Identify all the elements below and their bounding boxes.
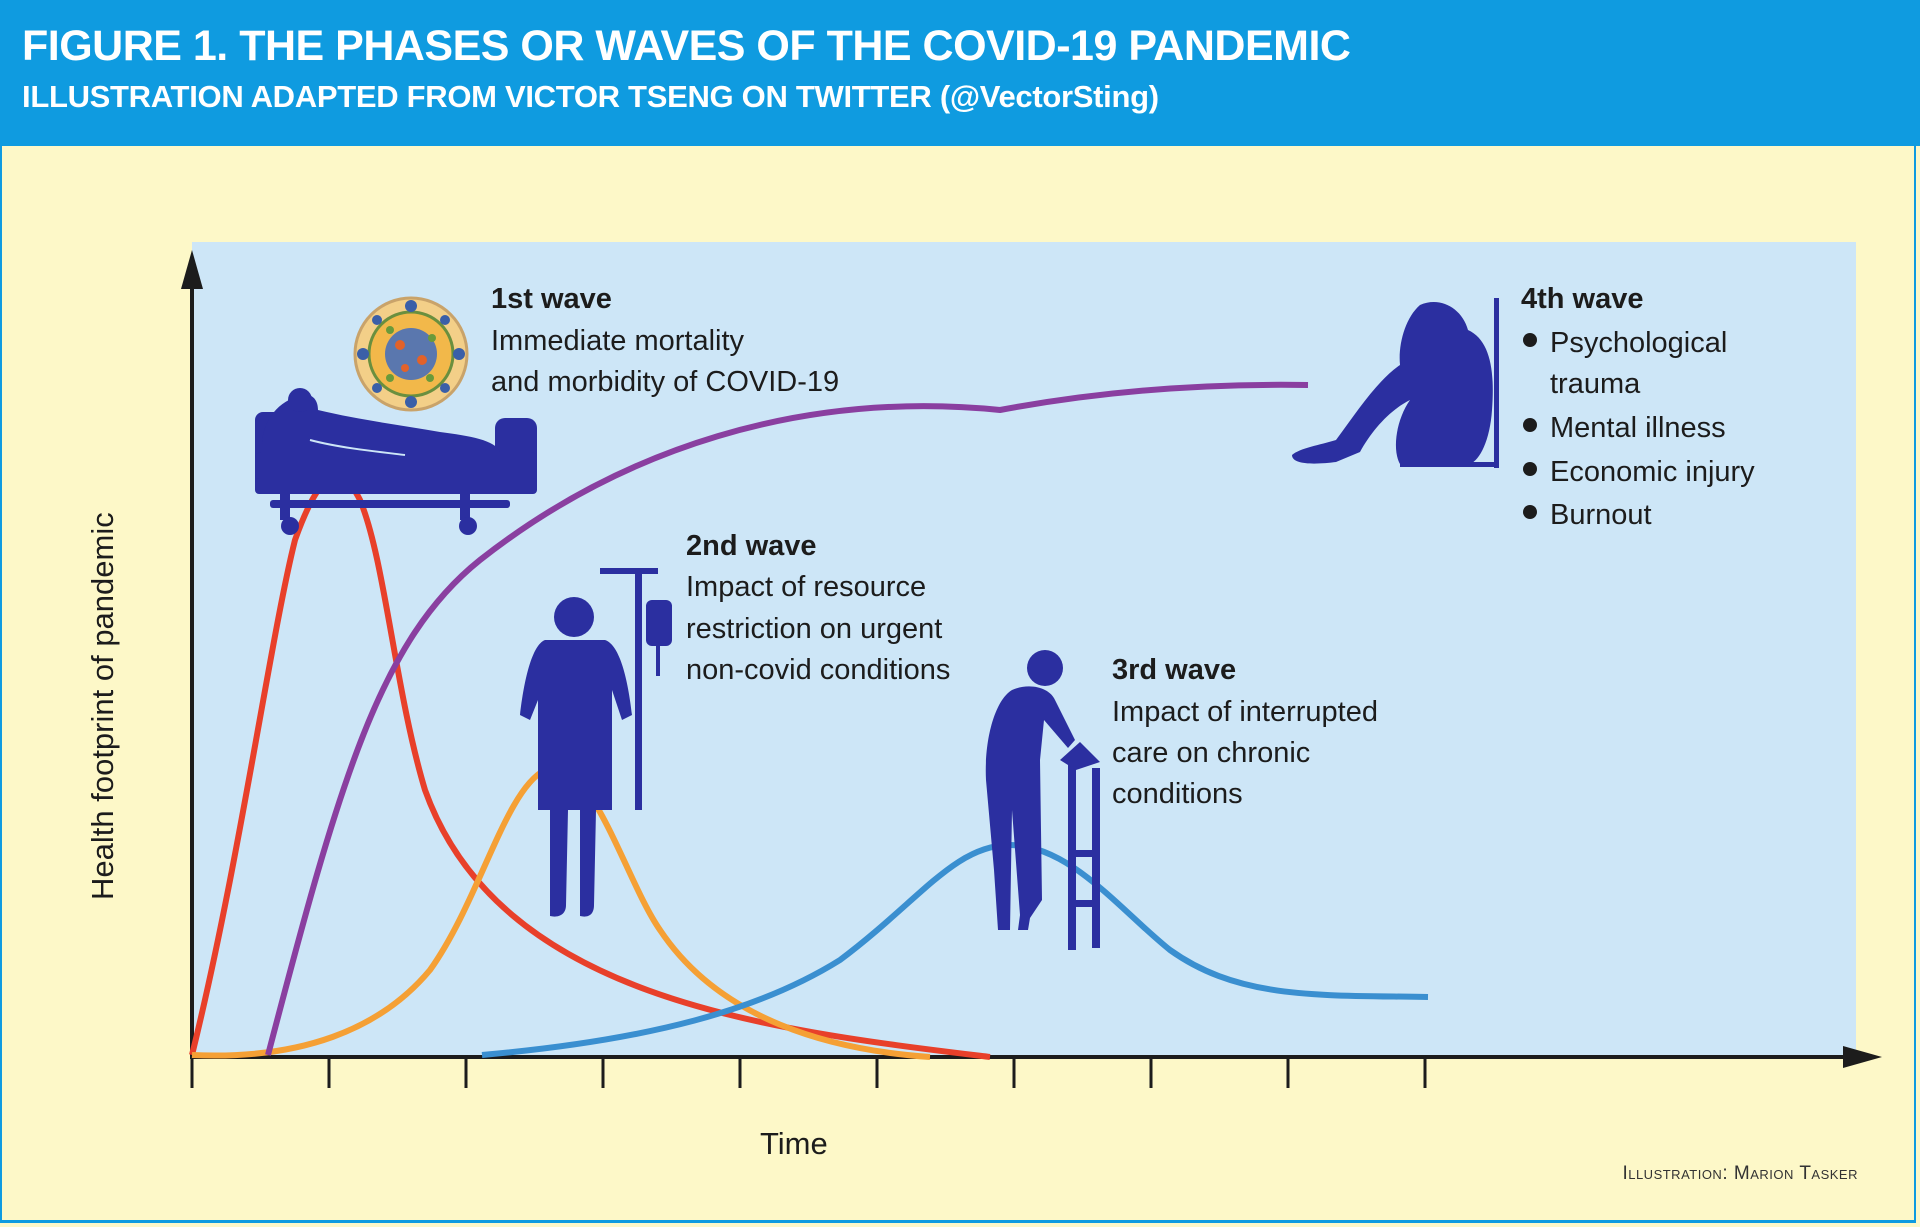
wave-3-line-1: Impact of interrupted [1112,696,1378,728]
wave-2-line-3: non-covid conditions [686,654,950,686]
figure-subtitle: ILLUSTRATION ADAPTED FROM VICTOR TSENG O… [22,79,1159,114]
wave-3-line-3: conditions [1112,778,1243,810]
figure-title: FIGURE 1. THE PHASES OR WAVES OF THE COV… [22,22,1351,70]
bullet-dot [1523,418,1537,432]
figure-frame [0,146,1916,1223]
wave-3-title: 3rd wave [1112,654,1236,686]
wave-3-line-2: care on chronic [1112,737,1310,769]
illustration-credit: Illustration: Marion Tasker [1622,1163,1858,1184]
wave-4-title: 4th wave [1521,283,1644,315]
iv-drip-patient-icon [520,568,672,917]
figure-header: FIGURE 1. THE PHASES OR WAVES OF THE COV… [0,0,1920,146]
wave-4-bullet-1: Psychological [1550,327,1727,359]
walker-elderly-icon [985,650,1100,950]
x-axis-ticks [190,1057,1427,1088]
wave-2-title: 2nd wave [686,530,817,562]
bullet-dot [1523,505,1537,519]
wave-3-annotation: 3rd wave Impact of interrupted care on c… [1112,654,1378,810]
wave-1-line-1: Immediate mortality [491,325,745,357]
x-axis-arrow [1843,1046,1882,1068]
x-axis-label: Time [760,1126,828,1161]
wave-4-bullet-1-cont: trauma [1550,368,1641,400]
axes [181,250,1882,1088]
hospital-bed-patient-icon [255,388,537,535]
wave-1-line-2: and morbidity of COVID-19 [491,366,839,398]
wave-1-curve [189,473,991,1060]
wave-4-annotation: 4th wave Psychological trauma Mental ill… [1521,283,1755,531]
wave-2-line-1: Impact of resource [686,571,926,603]
distressed-person-icon [1292,298,1499,468]
wave-1-annotation: 1st wave Immediate mortality and morbidi… [491,283,839,398]
wave-1-title: 1st wave [491,283,612,315]
wave-2-annotation: 2nd wave Impact of resource restriction … [686,530,950,686]
y-axis-arrow [181,250,203,289]
bullet-dot [1523,333,1537,347]
wave-4-bullet-2: Mental illness [1550,412,1726,444]
y-axis-label: Health footprint of pandemic [85,512,120,900]
wave-2-line-2: restriction on urgent [686,613,942,645]
bullet-dot [1523,462,1537,476]
wave-4-bullet-3: Economic injury [1550,456,1755,488]
wave-4-curve [265,381,1309,1056]
virus-icon [353,296,469,412]
wave-4-bullet-4: Burnout [1550,499,1652,531]
